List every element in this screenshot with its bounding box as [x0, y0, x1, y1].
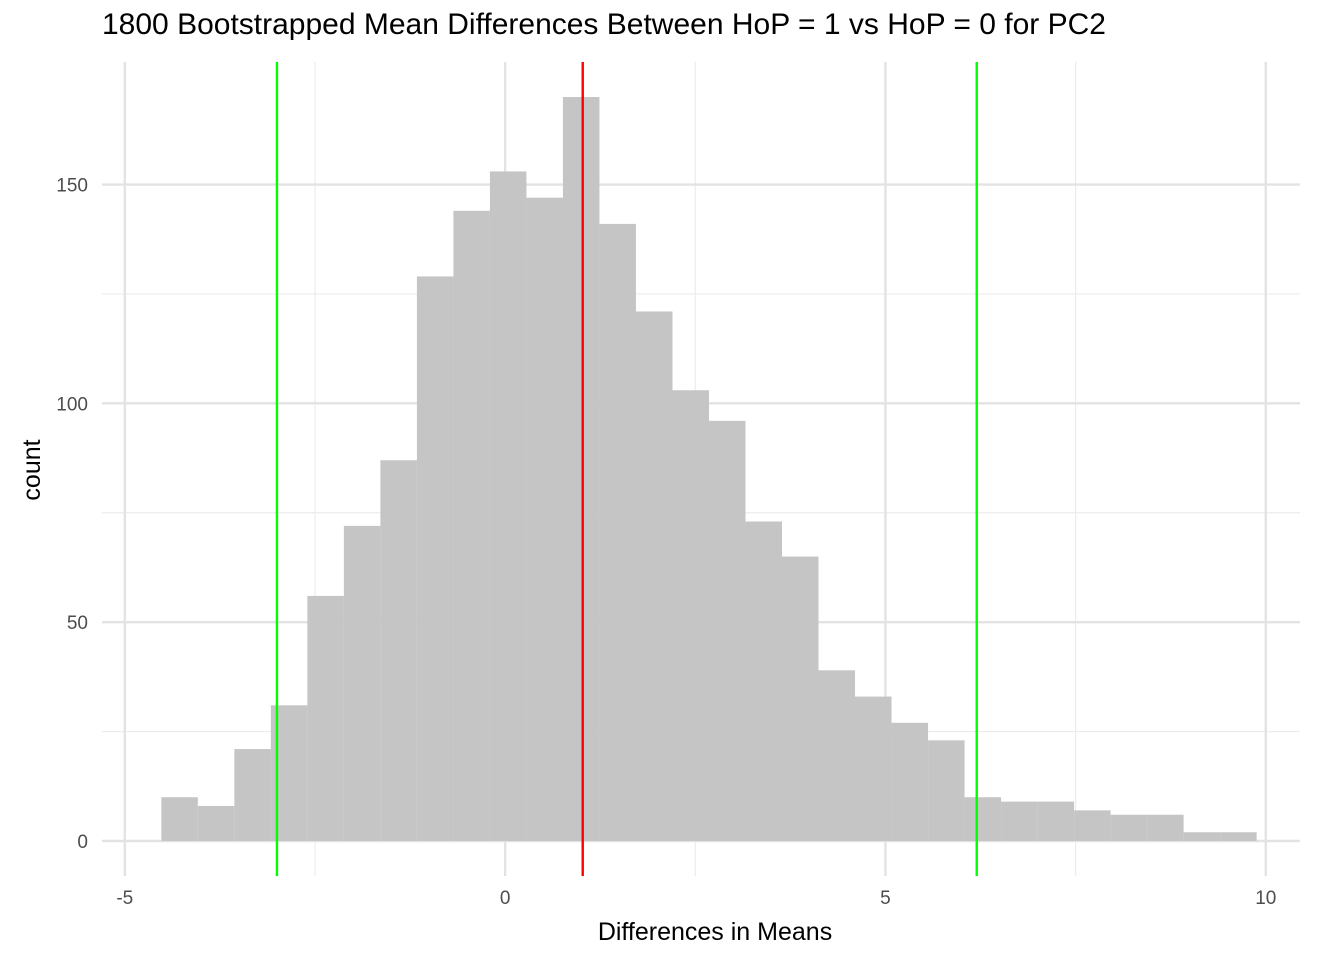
- x-tick-label: 0: [500, 888, 511, 909]
- histogram-bar: [234, 749, 271, 841]
- y-tick-label: 0: [77, 832, 88, 853]
- x-tick-label: -5: [116, 888, 133, 909]
- histogram-bar: [964, 797, 1002, 841]
- histogram-bar: [1037, 801, 1075, 841]
- histogram-bar: [526, 197, 563, 841]
- histogram-bar: [1147, 814, 1184, 841]
- histogram-bar: [745, 521, 783, 841]
- histogram-bar: [599, 223, 636, 841]
- histogram-bar: [855, 696, 892, 841]
- histogram-bar: [343, 525, 381, 841]
- histogram-bar: [782, 556, 819, 841]
- x-tick-label: 5: [880, 888, 891, 909]
- histogram-bars: [161, 97, 1257, 841]
- reference-lines: [275, 62, 978, 876]
- histogram-bar: [928, 740, 965, 841]
- histogram-bar: [453, 210, 490, 841]
- histogram-bar: [1183, 832, 1221, 841]
- histogram-bar: [562, 97, 600, 841]
- histogram-bar: [672, 390, 709, 841]
- y-tick-label: 50: [67, 613, 88, 634]
- x-tick-label: 10: [1255, 888, 1276, 909]
- chart-title: 1800 Bootstrapped Mean Differences Betwe…: [102, 8, 1106, 41]
- histogram-bar: [1220, 832, 1257, 841]
- y-axis-title: count: [18, 439, 46, 500]
- y-tick-label: 100: [56, 394, 88, 415]
- histogram-bar: [489, 171, 527, 841]
- histogram-bar: [1001, 801, 1038, 841]
- y-tick-label: 150: [56, 176, 88, 197]
- histogram-bar: [708, 420, 746, 841]
- histogram-bar: [416, 276, 454, 841]
- histogram-bar: [307, 595, 344, 841]
- histogram-bar: [1110, 814, 1148, 841]
- histogram-bar: [635, 311, 673, 841]
- histogram-bar: [818, 670, 856, 841]
- x-axis-title: Differences in Means: [598, 918, 832, 946]
- histogram-bar: [1074, 810, 1111, 841]
- histogram-bar: [380, 460, 417, 841]
- histogram-bar: [197, 805, 235, 841]
- histogram-bar: [891, 722, 929, 841]
- histogram-bar: [161, 797, 198, 841]
